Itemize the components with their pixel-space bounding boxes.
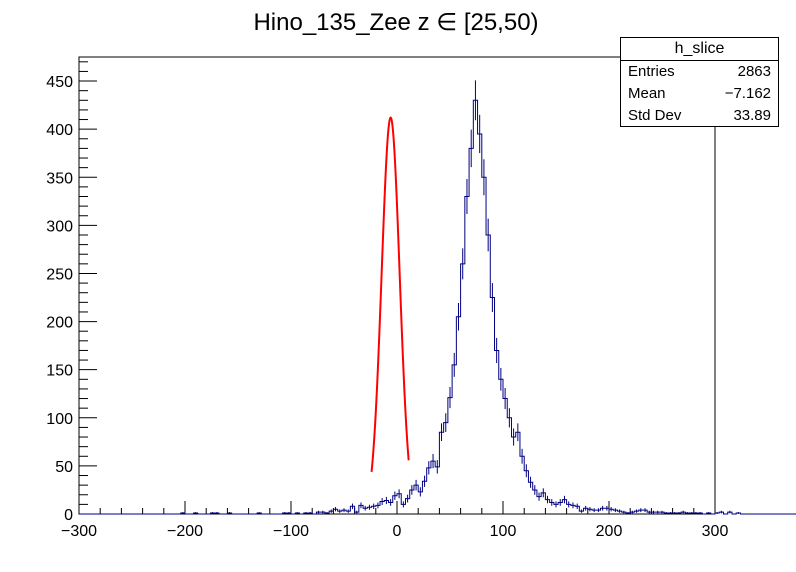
stats-label: Std Dev (628, 107, 682, 124)
y-tick-label: 250 (46, 266, 73, 283)
stats-row-entries: Entries 2863 (621, 61, 778, 83)
y-tick-label: 450 (46, 74, 73, 91)
y-tick-label: 50 (55, 459, 73, 476)
y-tick-label: 0 (64, 507, 73, 524)
x-tick-label: −300 (61, 523, 97, 540)
stats-row-mean: Mean −7.162 (621, 83, 778, 105)
x-tick-label: 300 (702, 523, 729, 540)
x-axis: −300 −200 −100 0 100 200 300 (61, 501, 728, 540)
stats-title: h_slice (621, 38, 778, 61)
chart-title: Hino_135_Zee z ∈ [25,50) (253, 9, 538, 36)
stats-label: Entries (628, 63, 675, 80)
y-tick-label: 150 (46, 363, 73, 380)
stats-value: 2863 (737, 63, 771, 80)
y-tick-label: 200 (46, 315, 73, 332)
stats-value: 33.89 (733, 107, 771, 124)
error-bars (182, 80, 739, 514)
y-tick-label: 400 (46, 122, 73, 139)
stats-row-stddev: Std Dev 33.89 (621, 105, 778, 127)
x-tick-label: −200 (167, 523, 203, 540)
x-tick-label: 0 (393, 523, 402, 540)
y-tick-label: 350 (46, 170, 73, 187)
stats-label: Mean (628, 85, 666, 102)
stats-value: −7.162 (724, 85, 771, 102)
y-tick-label: 300 (46, 218, 73, 235)
y-axis: 0 50 100 150 200 250 300 350 400 450 (46, 61, 97, 524)
x-tick-label: 200 (596, 523, 623, 540)
stats-box: h_slice Entries 2863 Mean −7.162 Std Dev… (620, 37, 779, 127)
x-tick-label: 100 (490, 523, 517, 540)
y-tick-label: 100 (46, 411, 73, 428)
histogram-series (79, 99, 796, 515)
x-tick-label: −100 (273, 523, 309, 540)
gaussian-fit-line (370, 116, 410, 472)
